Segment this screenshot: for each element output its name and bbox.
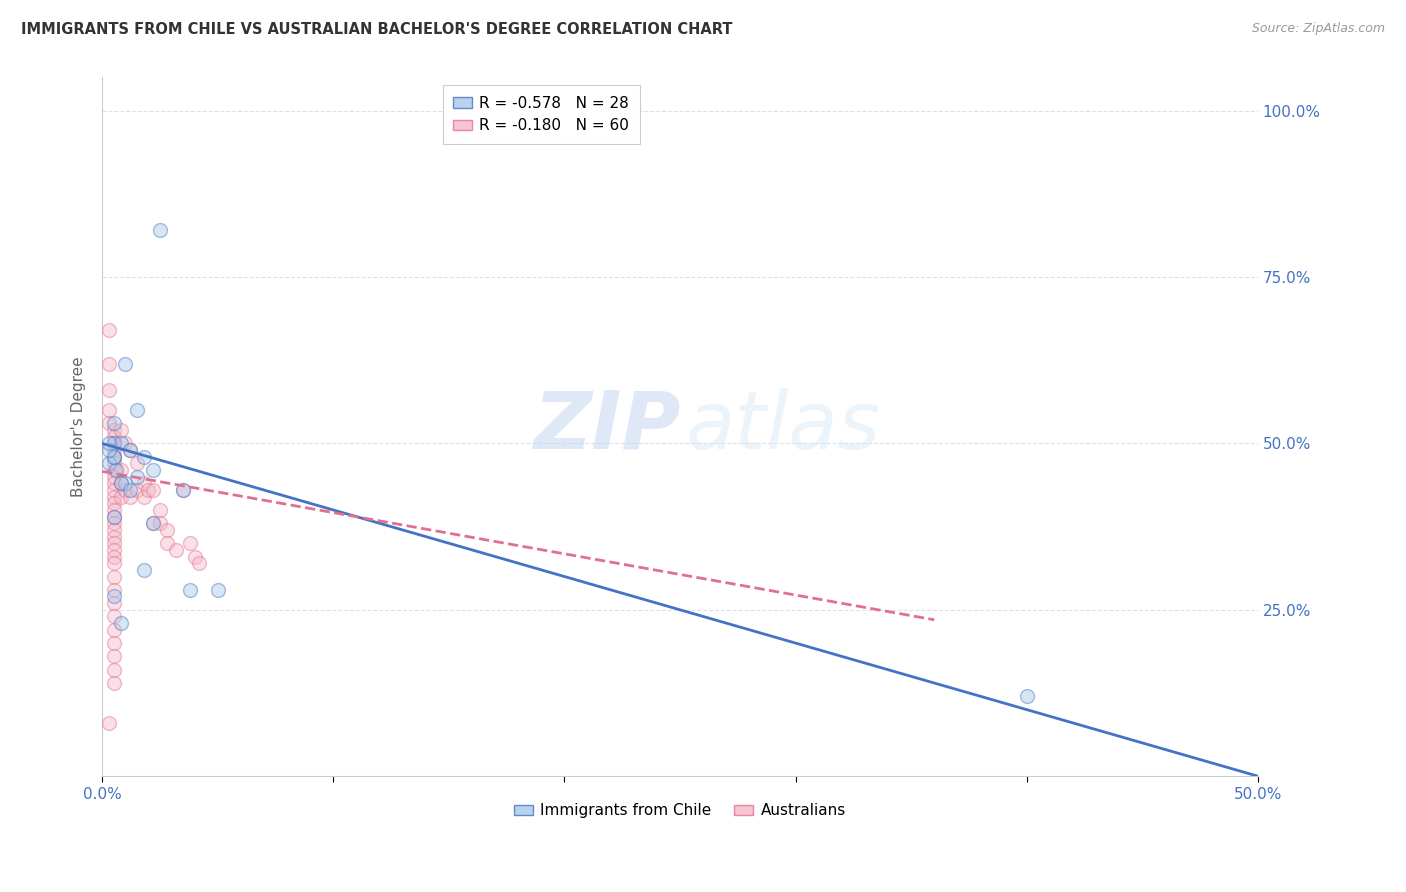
Australians xyxy=(103,503,125,517)
Australians xyxy=(103,549,125,564)
Immigrants from Chile xyxy=(1015,690,1038,704)
Australians xyxy=(110,463,132,477)
Australians xyxy=(132,490,155,504)
Immigrants from Chile xyxy=(125,403,148,417)
Australians xyxy=(103,623,125,637)
Australians xyxy=(142,516,165,531)
Immigrants from Chile xyxy=(103,417,125,431)
Australians xyxy=(103,457,125,471)
Australians xyxy=(118,490,141,504)
Australians xyxy=(98,417,121,431)
Australians xyxy=(110,490,132,504)
Australians xyxy=(125,483,148,497)
Australians xyxy=(103,490,125,504)
Australians xyxy=(98,323,121,337)
Australians xyxy=(103,509,125,524)
Australians xyxy=(110,476,132,491)
Australians xyxy=(110,423,132,437)
Australians xyxy=(98,403,121,417)
Australians xyxy=(103,483,125,497)
Australians xyxy=(103,436,125,450)
Australians xyxy=(149,503,172,517)
Australians xyxy=(103,469,125,483)
Australians xyxy=(103,443,125,458)
Australians xyxy=(156,523,179,537)
Australians xyxy=(103,430,125,444)
Text: atlas: atlas xyxy=(686,388,880,466)
Immigrants from Chile xyxy=(132,563,155,577)
Australians xyxy=(179,536,201,550)
Australians xyxy=(98,715,121,730)
Immigrants from Chile xyxy=(103,450,125,464)
Text: ZIP: ZIP xyxy=(533,388,681,466)
Immigrants from Chile xyxy=(110,436,132,450)
Immigrants from Chile xyxy=(114,476,136,491)
Immigrants from Chile xyxy=(142,516,165,531)
Australians xyxy=(156,536,179,550)
Australians xyxy=(103,516,125,531)
Legend: Immigrants from Chile, Australians: Immigrants from Chile, Australians xyxy=(508,797,852,824)
Immigrants from Chile xyxy=(110,476,132,491)
Australians xyxy=(103,663,125,677)
Australians xyxy=(103,450,125,464)
Australians xyxy=(103,476,125,491)
Australians xyxy=(172,483,194,497)
Australians xyxy=(188,556,211,570)
Australians xyxy=(98,383,121,397)
Immigrants from Chile xyxy=(179,582,201,597)
Australians xyxy=(103,542,125,557)
Australians xyxy=(103,596,125,610)
Immigrants from Chile xyxy=(98,457,121,471)
Immigrants from Chile xyxy=(132,450,155,464)
Australians xyxy=(103,496,125,510)
Y-axis label: Bachelor's Degree: Bachelor's Degree xyxy=(72,357,86,497)
Immigrants from Chile xyxy=(149,223,172,237)
Immigrants from Chile xyxy=(98,436,121,450)
Australians xyxy=(98,357,121,371)
Australians xyxy=(103,530,125,544)
Immigrants from Chile xyxy=(118,483,141,497)
Immigrants from Chile xyxy=(125,469,148,483)
Australians xyxy=(103,676,125,690)
Immigrants from Chile xyxy=(103,509,125,524)
Immigrants from Chile xyxy=(98,443,121,458)
Immigrants from Chile xyxy=(105,463,128,477)
Australians xyxy=(125,457,148,471)
Australians xyxy=(103,582,125,597)
Text: IMMIGRANTS FROM CHILE VS AUSTRALIAN BACHELOR'S DEGREE CORRELATION CHART: IMMIGRANTS FROM CHILE VS AUSTRALIAN BACH… xyxy=(21,22,733,37)
Australians xyxy=(118,443,141,458)
Immigrants from Chile xyxy=(110,616,132,631)
Australians xyxy=(114,483,136,497)
Australians xyxy=(138,483,160,497)
Australians xyxy=(103,609,125,624)
Immigrants from Chile xyxy=(103,436,125,450)
Australians xyxy=(103,649,125,664)
Australians xyxy=(103,636,125,650)
Australians xyxy=(103,536,125,550)
Australians xyxy=(149,516,172,531)
Australians xyxy=(132,476,155,491)
Australians xyxy=(103,463,125,477)
Australians xyxy=(183,549,205,564)
Immigrants from Chile xyxy=(118,443,141,458)
Immigrants from Chile xyxy=(103,590,125,604)
Australians xyxy=(103,523,125,537)
Immigrants from Chile xyxy=(103,450,125,464)
Australians xyxy=(165,542,187,557)
Australians xyxy=(142,483,165,497)
Australians xyxy=(103,423,125,437)
Immigrants from Chile xyxy=(207,582,229,597)
Immigrants from Chile xyxy=(172,483,194,497)
Text: Source: ZipAtlas.com: Source: ZipAtlas.com xyxy=(1251,22,1385,36)
Immigrants from Chile xyxy=(142,463,165,477)
Australians xyxy=(103,569,125,583)
Australians xyxy=(103,556,125,570)
Immigrants from Chile xyxy=(114,357,136,371)
Australians xyxy=(114,436,136,450)
